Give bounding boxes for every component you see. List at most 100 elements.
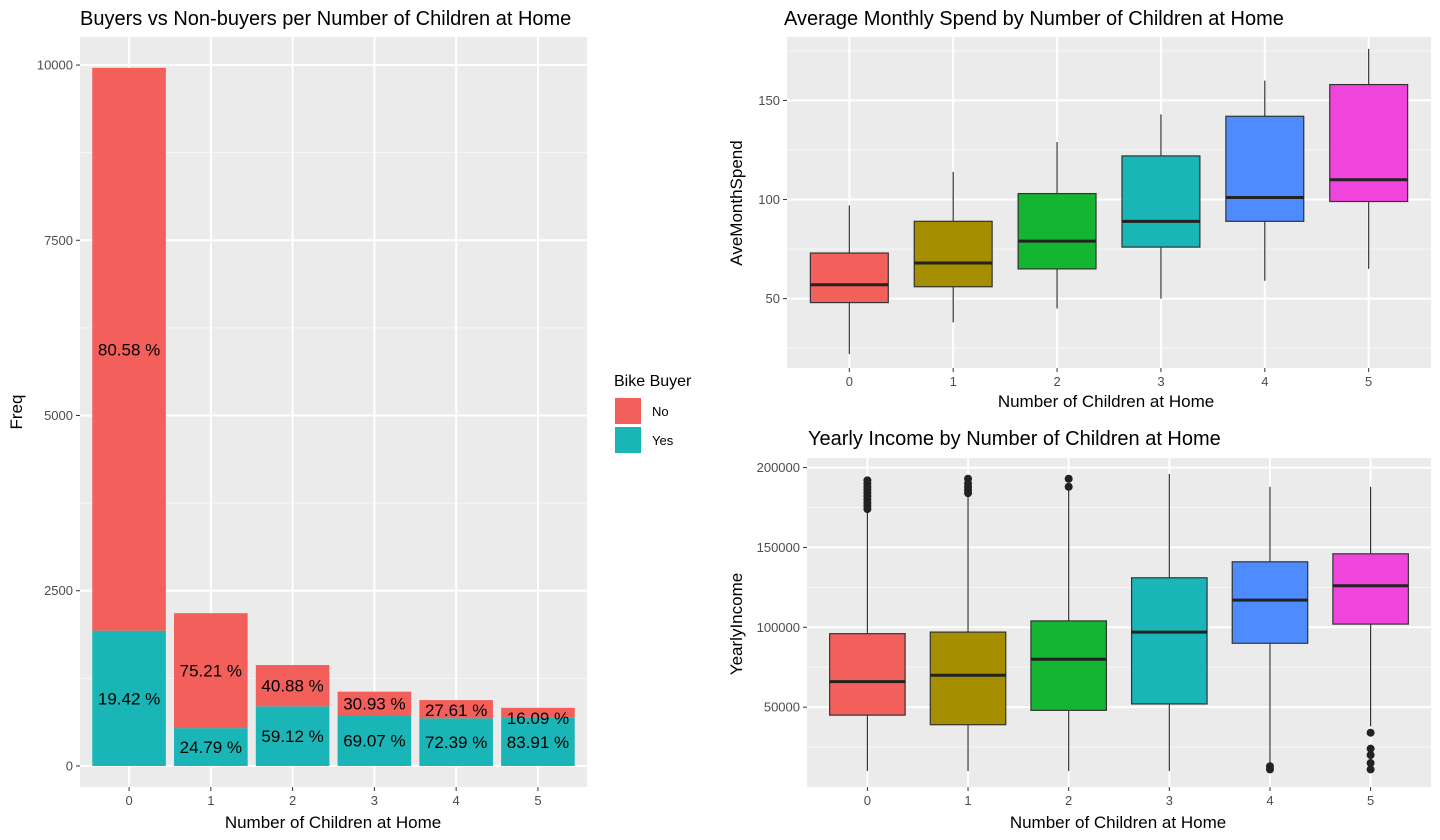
y-tick-label: 50 (766, 291, 780, 306)
income-chart-title: Yearly Income by Number of Children at H… (808, 428, 1221, 450)
box (1329, 83, 1409, 203)
legend-swatch-yes (615, 427, 641, 453)
y-tick-label: 100000 (757, 620, 800, 635)
x-tick-label: 0 (846, 374, 853, 389)
x-tick-label: 4 (1261, 374, 1268, 389)
x-tick-label: 0 (864, 793, 871, 808)
box (1231, 561, 1309, 644)
y-tick-label: 10000 (37, 58, 73, 73)
spend-axes: 50 100 150 0 1 2 3 4 5 (758, 93, 1372, 389)
y-tick-label: 5000 (44, 408, 73, 423)
x-tick-label: 5 (534, 793, 541, 808)
outlier-point (1064, 482, 1073, 491)
outlier-point (1366, 728, 1375, 737)
outlier-point (1366, 759, 1375, 768)
x-tick-label: 5 (1367, 793, 1374, 808)
box (1332, 553, 1409, 625)
bar-marks: 19.42 % 80.58 % 24.79 % 75.21 % 59.12 % 40.88… (92, 67, 575, 766)
bar-yes (255, 706, 330, 766)
box (1121, 155, 1201, 248)
bar-x-axis-title: Number of Children at Home (225, 813, 441, 832)
legend-swatch-no (615, 398, 641, 424)
x-tick-label: 0 (125, 793, 132, 808)
bar-label-yes: 19.42 % (98, 689, 160, 708)
bar-yes (337, 715, 412, 766)
income-axes: 50000 100000 150000 200000 0 1 2 3 4 5 (757, 460, 1375, 808)
outlier-point (1366, 744, 1375, 753)
income-box-plot: Yearly Income by Number of Children at H… (727, 428, 1431, 832)
y-tick-label: 150 (758, 93, 780, 108)
spend-x-axis-title: Number of Children at Home (998, 392, 1214, 411)
buyers-bar-chart: Buyers vs Non-buyers per Number of Child… (7, 8, 692, 832)
outlier-point (1366, 751, 1375, 760)
bar-label-no: 80.58 % (98, 340, 160, 359)
outlier-point (1265, 762, 1274, 771)
x-tick-label: 5 (1365, 374, 1372, 389)
x-tick-label: 3 (1157, 374, 1164, 389)
bar-yes (174, 728, 248, 766)
bar-label-yes: 59.12 % (261, 727, 323, 746)
x-tick-label: 1 (950, 374, 957, 389)
bar-y-axis-title: Freq (7, 395, 26, 430)
bar-no (174, 613, 248, 729)
bar-label-no: 30.93 % (343, 695, 405, 714)
spend-box-plot: Average Monthly Spend by Number of Child… (727, 8, 1431, 411)
bar-yes (92, 630, 166, 766)
legend-title: Bike Buyer (614, 373, 692, 390)
x-tick-label: 3 (371, 793, 378, 808)
x-tick-label: 2 (289, 793, 296, 808)
bar-no (337, 691, 412, 716)
x-tick-label: 4 (453, 793, 460, 808)
bar-axes: 0 2500 5000 7500 10000 0 1 2 3 4 5 (37, 58, 542, 808)
legend-label-no: No (652, 404, 669, 419)
x-tick-label: 3 (1166, 793, 1173, 808)
outlier-point (1064, 474, 1073, 483)
outlier-point (964, 474, 973, 483)
box (1130, 577, 1208, 705)
outlier-point (863, 476, 872, 485)
legend-label-yes: Yes (652, 433, 674, 448)
income-plot-panel (807, 458, 1431, 787)
bar-label-yes: 69.07 % (343, 732, 405, 751)
bar-label-yes: 24.79 % (180, 738, 242, 757)
bar-label-no: 40.88 % (261, 677, 323, 696)
bar-yes (501, 717, 575, 766)
bar-no (501, 707, 575, 718)
box (829, 633, 906, 716)
bar-no (419, 700, 493, 719)
box (1030, 620, 1108, 711)
bar-label-yes: 83.91 % (507, 733, 569, 752)
y-tick-label: 150000 (757, 540, 800, 555)
spend-y-axis-title: AveMonthSpend (727, 140, 746, 265)
bar-yes (419, 718, 493, 766)
box (809, 252, 889, 304)
box (913, 220, 993, 288)
outlier-point (1366, 765, 1375, 774)
box (1225, 115, 1305, 222)
y-tick-label: 2500 (44, 583, 73, 598)
income-box-marks (829, 473, 1409, 774)
x-tick-label: 2 (1053, 374, 1060, 389)
y-tick-label: 50000 (764, 700, 800, 715)
spend-box-marks (809, 48, 1409, 355)
income-x-axis-title: Number of Children at Home (1010, 813, 1226, 832)
bar-chart-title: Buyers vs Non-buyers per Number of Child… (80, 8, 571, 30)
x-tick-label: 1 (964, 793, 971, 808)
y-tick-label: 100 (758, 192, 780, 207)
bar-no (255, 665, 330, 707)
x-tick-label: 4 (1266, 793, 1273, 808)
box (929, 631, 1007, 726)
y-tick-label: 7500 (44, 233, 73, 248)
bar-label-no: 75.21 % (180, 662, 242, 681)
spend-chart-title: Average Monthly Spend by Number of Child… (784, 8, 1284, 30)
y-tick-label: 0 (66, 758, 73, 773)
x-tick-label: 2 (1065, 793, 1072, 808)
bar-label-no: 27.61 % (425, 701, 487, 720)
x-tick-label: 1 (207, 793, 214, 808)
legend: Bike Buyer No Yes (614, 373, 692, 453)
bar-no (92, 67, 166, 631)
bar-label-yes: 72.39 % (425, 733, 487, 752)
y-tick-label: 200000 (757, 460, 800, 475)
bar-label-no: 16.09 % (507, 709, 569, 728)
